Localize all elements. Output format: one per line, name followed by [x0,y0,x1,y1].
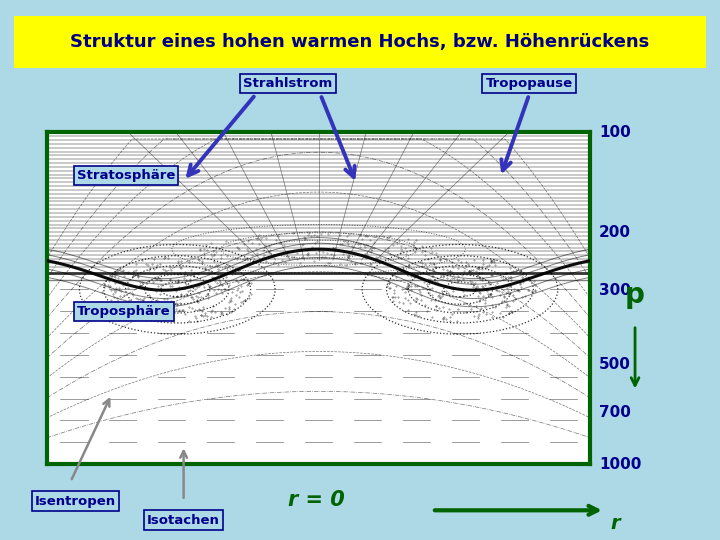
Text: Strahlstrom: Strahlstrom [243,77,333,90]
Text: 100: 100 [599,125,631,140]
Text: 700: 700 [599,406,631,421]
Text: Struktur eines hohen warmen Hochs, bzw. Höhenrückens: Struktur eines hohen warmen Hochs, bzw. … [71,33,649,51]
Text: Stratosphäre: Stratosphäre [77,169,175,182]
Text: 200: 200 [599,225,631,240]
Text: 1000: 1000 [599,457,642,472]
Text: 300: 300 [599,284,631,298]
Text: Troposphäre: Troposphäre [77,305,171,318]
Text: 500: 500 [599,357,631,372]
Text: r: r [611,514,621,534]
Text: Isentropen: Isentropen [35,495,116,508]
Text: Tropopause: Tropopause [485,77,573,90]
Text: r = 0: r = 0 [289,489,345,510]
Text: Isotachen: Isotachen [147,514,220,526]
Text: p: p [625,281,645,309]
